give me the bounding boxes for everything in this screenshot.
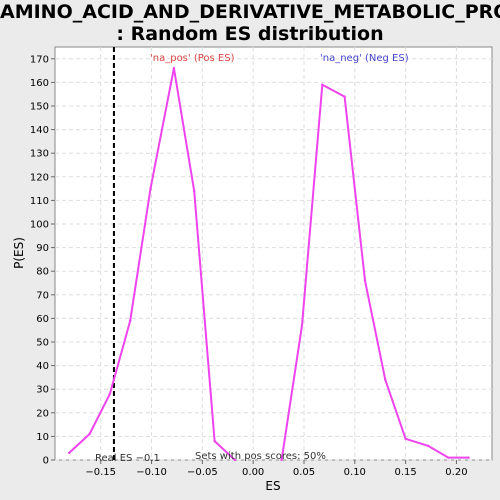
y-tick-label: 70 — [36, 290, 49, 301]
y-tick-label: 130 — [30, 149, 49, 160]
y-tick-label: 160 — [30, 78, 49, 89]
y-tick-label: 150 — [30, 102, 49, 113]
data-point — [129, 320, 131, 322]
y-tick-label: 100 — [30, 220, 49, 231]
neg-series-label: 'na_neg' (Neg ES) — [320, 53, 409, 64]
data-point — [149, 187, 151, 189]
real-es-label: Real ES −0.1 — [95, 453, 160, 464]
y-axis-label: P(ES) — [12, 237, 26, 269]
y-tick-label: 20 — [36, 408, 49, 419]
y-tick-label: 80 — [36, 267, 49, 278]
y-tick-label: 50 — [36, 338, 49, 349]
data-point — [213, 440, 215, 442]
y-tick-label: 0 — [43, 456, 49, 467]
x-tick-label: 0.00 — [242, 467, 264, 478]
data-point — [321, 84, 323, 86]
data-point — [404, 438, 406, 440]
x-axis-label: ES — [265, 479, 280, 493]
x-tick-label: 0.10 — [344, 467, 366, 478]
y-tick-label: 40 — [36, 361, 49, 372]
y-tick-label: 170 — [30, 54, 49, 65]
y-tick-label: 110 — [30, 196, 49, 207]
data-point — [173, 67, 175, 69]
sets-with-pos-label: Sets with pos scores: 50% — [195, 451, 326, 462]
y-tick-label: 120 — [30, 172, 49, 183]
x-tick-label: 0.05 — [293, 467, 315, 478]
data-point — [88, 433, 90, 435]
pos-series-label: 'na_pos' (Pos ES) — [150, 53, 235, 64]
y-tick-label: 10 — [36, 432, 49, 443]
y-tick-label: 90 — [36, 243, 49, 254]
y-tick-label: 60 — [36, 314, 49, 325]
x-tick-label: −0.10 — [136, 467, 167, 478]
y-tick-label: 140 — [30, 125, 49, 136]
data-point — [384, 379, 386, 381]
data-point — [343, 95, 345, 97]
y-tick-label: 30 — [36, 385, 49, 396]
data-point — [467, 456, 469, 458]
data-point — [193, 190, 195, 192]
x-tick-label: 0.20 — [445, 467, 467, 478]
x-tick-label: −0.15 — [85, 467, 116, 478]
data-point — [427, 445, 429, 447]
x-tick-label: −0.05 — [187, 467, 218, 478]
data-point — [447, 456, 449, 458]
data-point — [301, 324, 303, 326]
data-point — [109, 393, 111, 395]
data-point — [68, 452, 70, 454]
data-point — [364, 279, 366, 281]
x-tick-label: 0.15 — [394, 467, 416, 478]
plot-area — [55, 47, 492, 460]
